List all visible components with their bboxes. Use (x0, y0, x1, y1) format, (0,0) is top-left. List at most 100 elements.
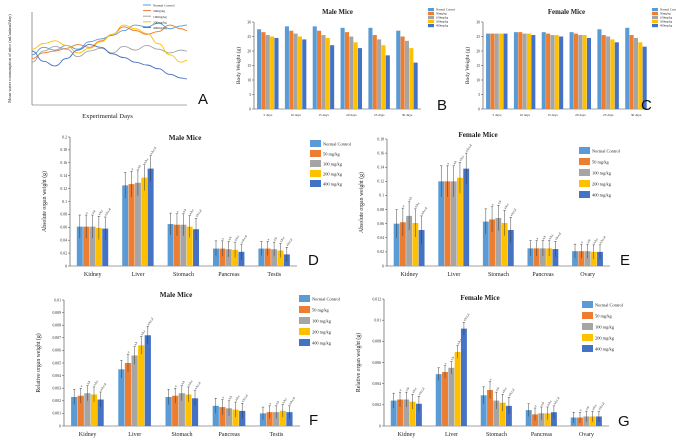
y-tick-label: 0 (249, 107, 251, 111)
legend-label-3: 200 mg/kg (592, 181, 612, 186)
legend-swatch-0 (428, 8, 434, 12)
category-label: Pancreas (532, 272, 554, 278)
category-label: Pancreas (531, 432, 553, 438)
y-tick-label: 0.003 (52, 387, 61, 391)
legend-label-2: 100 mg/kg (323, 161, 343, 166)
legend-label-4: 400mg/kg (153, 26, 167, 30)
bar-C-1-0 (513, 32, 518, 109)
legend-label-1: 50 mg/kg (595, 313, 613, 318)
category-label: Liver (132, 272, 145, 278)
bar-G-0-2 (403, 399, 410, 426)
significance-label: a,b (86, 380, 93, 386)
bar-B-3-4 (357, 48, 363, 109)
y-tick-label: 20 (476, 49, 480, 53)
bar-F-4-1 (266, 412, 273, 426)
bar-D-1-1 (128, 184, 135, 266)
y-tick-label: 0.14 (60, 174, 67, 178)
y-tick-label: 0.14 (377, 166, 384, 170)
panel-label: D (308, 252, 319, 269)
y-tick-label: 20 (247, 49, 251, 53)
bar-C-4-4 (614, 42, 619, 109)
legend-label-2: 100 mg/kg (312, 318, 332, 323)
significance-label: a,b (495, 386, 502, 392)
bar-C-5-3 (638, 42, 643, 109)
bar-E-3-4 (552, 249, 559, 266)
legend-swatch-2 (310, 160, 321, 167)
bar-D-1-4 (147, 168, 154, 266)
legend-label-3: 200mg/kg (660, 19, 673, 23)
significance-label: a,b (541, 234, 548, 240)
bar-C-2-4 (559, 36, 564, 109)
bar-B-4-4 (385, 55, 390, 109)
y-tick-label: 0.012 (372, 297, 381, 301)
bar-B-1-2 (293, 33, 298, 109)
bar-B-0-2 (265, 35, 270, 109)
significance-label: a,b,c,d (99, 382, 108, 392)
legend-label-2: 100mg/kg (153, 15, 167, 19)
significance-label: a,b,c (97, 208, 105, 216)
bar-B-4-1 (372, 35, 377, 109)
panel-E-chart: 00.020.040.060.080.10.120.140.160.18aa,b… (358, 131, 630, 278)
y-axis-title: Mean water consumption of mice (ml/anima… (7, 14, 12, 103)
category-label: Kidney (84, 272, 102, 278)
significance-label: a,b,c,d (285, 237, 294, 247)
chart-title: Male Mice (160, 291, 193, 299)
y-tick-label: 0.004 (372, 382, 381, 386)
panel-label: F (309, 412, 318, 429)
significance-label: a,b,c (592, 237, 600, 245)
chart-title: Female Mice (458, 131, 497, 139)
significance-label: a (221, 395, 225, 399)
bar-D-3-0 (213, 248, 219, 266)
chart-title: Male Mice (169, 134, 202, 142)
bar-G-1-1 (442, 372, 448, 426)
category-label: Kidney (79, 432, 97, 438)
legend-swatch-1 (299, 306, 310, 313)
y-tick-label: 0.005 (52, 361, 61, 365)
significance-label: a,b,c (234, 394, 242, 402)
y-tick-label: 0.01 (54, 298, 61, 302)
category-label: 30 days (402, 113, 413, 117)
category-label: Liver (128, 432, 141, 438)
legend-swatch-4 (582, 345, 593, 352)
bar-F-2-2 (178, 393, 185, 426)
legend-swatch-3 (299, 328, 310, 335)
y-tick-label: 0 (478, 107, 480, 111)
significance-label: a (266, 237, 270, 241)
bar-F-4-3 (279, 410, 286, 426)
significance-label: a,b (136, 164, 143, 170)
bar-E-3-1 (533, 248, 540, 266)
y-tick-label: 0.02 (60, 251, 67, 255)
significance-label: a (84, 211, 88, 215)
y-axis-title: Relative organ weight (g) (355, 333, 362, 392)
legend-label-3: 200 mg/kg (323, 171, 343, 176)
bar-F-4-4 (286, 412, 293, 426)
significance-label: a (398, 388, 402, 392)
legend-swatch-4 (299, 339, 310, 346)
y-axis-title: Body Weight (g) (464, 47, 471, 84)
bar-G-3-4 (550, 412, 557, 426)
legend-label-4: 400 mg/kg (595, 346, 615, 351)
x-axis-title: Experimental Days (82, 113, 133, 120)
bar-B-2-1 (317, 30, 322, 110)
y-tick-label: 0 (65, 264, 67, 268)
bar-E-3-3 (546, 248, 553, 266)
legend-swatch-0 (652, 8, 658, 12)
significance-label: a,b,c (281, 396, 289, 404)
bar-D-4-1 (264, 248, 271, 266)
significance-label: a,b (407, 196, 414, 202)
legend-swatch-3 (652, 20, 658, 24)
bar-F-1-0 (118, 369, 125, 426)
y-tick-label: 0 (382, 264, 384, 268)
significance-label: a,b,c,d (509, 207, 518, 217)
bar-B-3-1 (344, 32, 349, 109)
y-tick-label: 0.12 (377, 180, 384, 184)
category-label: 15 days (318, 113, 329, 117)
bar-B-3-3 (353, 42, 358, 109)
legend-swatch-0 (310, 140, 321, 147)
category-label: Stomach (173, 272, 194, 278)
significance-label: a (578, 408, 582, 412)
legend-swatch-3 (428, 20, 434, 24)
bar-B-4-3 (381, 45, 386, 109)
bar-C-0-2 (494, 33, 499, 109)
